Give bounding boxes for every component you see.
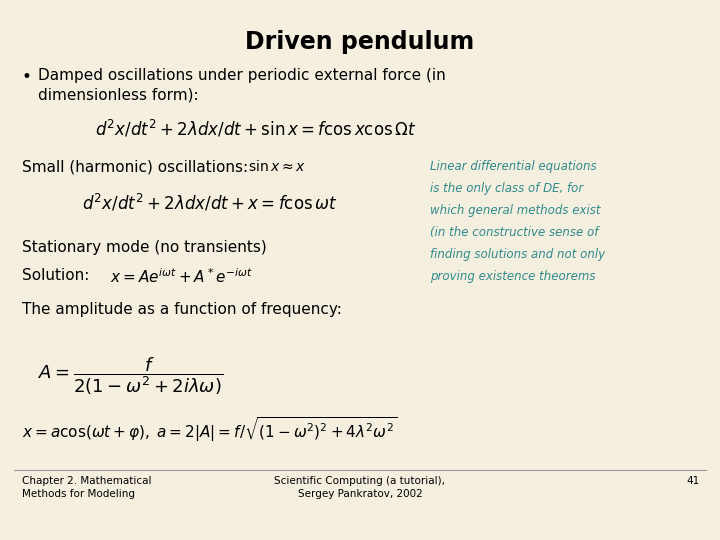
Text: Chapter 2. Mathematical
Methods for Modeling: Chapter 2. Mathematical Methods for Mode… [22, 476, 151, 499]
Text: Scientific Computing (a tutorial),
Sergey Pankratov, 2002: Scientific Computing (a tutorial), Serge… [274, 476, 446, 499]
Text: proving existence theorems: proving existence theorems [430, 270, 595, 283]
Text: Solution:: Solution: [22, 268, 89, 283]
Text: which general methods exist: which general methods exist [430, 204, 600, 217]
Text: $\sin x \approx x$: $\sin x \approx x$ [248, 159, 306, 174]
Text: $A = \dfrac{f}{2(1 - \omega^2 + 2i\lambda\omega)}$: $A = \dfrac{f}{2(1 - \omega^2 + 2i\lambd… [38, 355, 223, 397]
Text: The amplitude as a function of frequency:: The amplitude as a function of frequency… [22, 302, 342, 317]
Text: Damped oscillations under periodic external force (in
dimensionless form):: Damped oscillations under periodic exter… [38, 68, 446, 103]
Text: $x = Ae^{i\omega t} + A^*e^{-i\omega t}$: $x = Ae^{i\omega t} + A^*e^{-i\omega t}$ [110, 267, 253, 286]
Text: $d^2x / dt^2 + 2\lambda dx / dt + x = f \cos \omega t$: $d^2x / dt^2 + 2\lambda dx / dt + x = f … [82, 192, 338, 213]
Text: Linear differential equations: Linear differential equations [430, 160, 597, 173]
Text: 41: 41 [687, 476, 700, 486]
Text: $d^2x / dt^2 + 2\lambda dx / dt + \sin x = f \cos x \cos \Omega t$: $d^2x / dt^2 + 2\lambda dx / dt + \sin x… [95, 118, 416, 139]
Text: $x = a\cos(\omega t + \varphi),\; a = 2|A| = f / \sqrt{(1-\omega^2)^2 + 4\lambda: $x = a\cos(\omega t + \varphi),\; a = 2|… [22, 415, 397, 444]
Text: •: • [22, 68, 32, 86]
Text: Driven pendulum: Driven pendulum [246, 30, 474, 54]
Text: is the only class of DE, for: is the only class of DE, for [430, 182, 583, 195]
Text: Small (harmonic) oscillations:: Small (harmonic) oscillations: [22, 160, 248, 175]
Text: finding solutions and not only: finding solutions and not only [430, 248, 605, 261]
Text: (in the constructive sense of: (in the constructive sense of [430, 226, 598, 239]
Text: Stationary mode (no transients): Stationary mode (no transients) [22, 240, 266, 255]
